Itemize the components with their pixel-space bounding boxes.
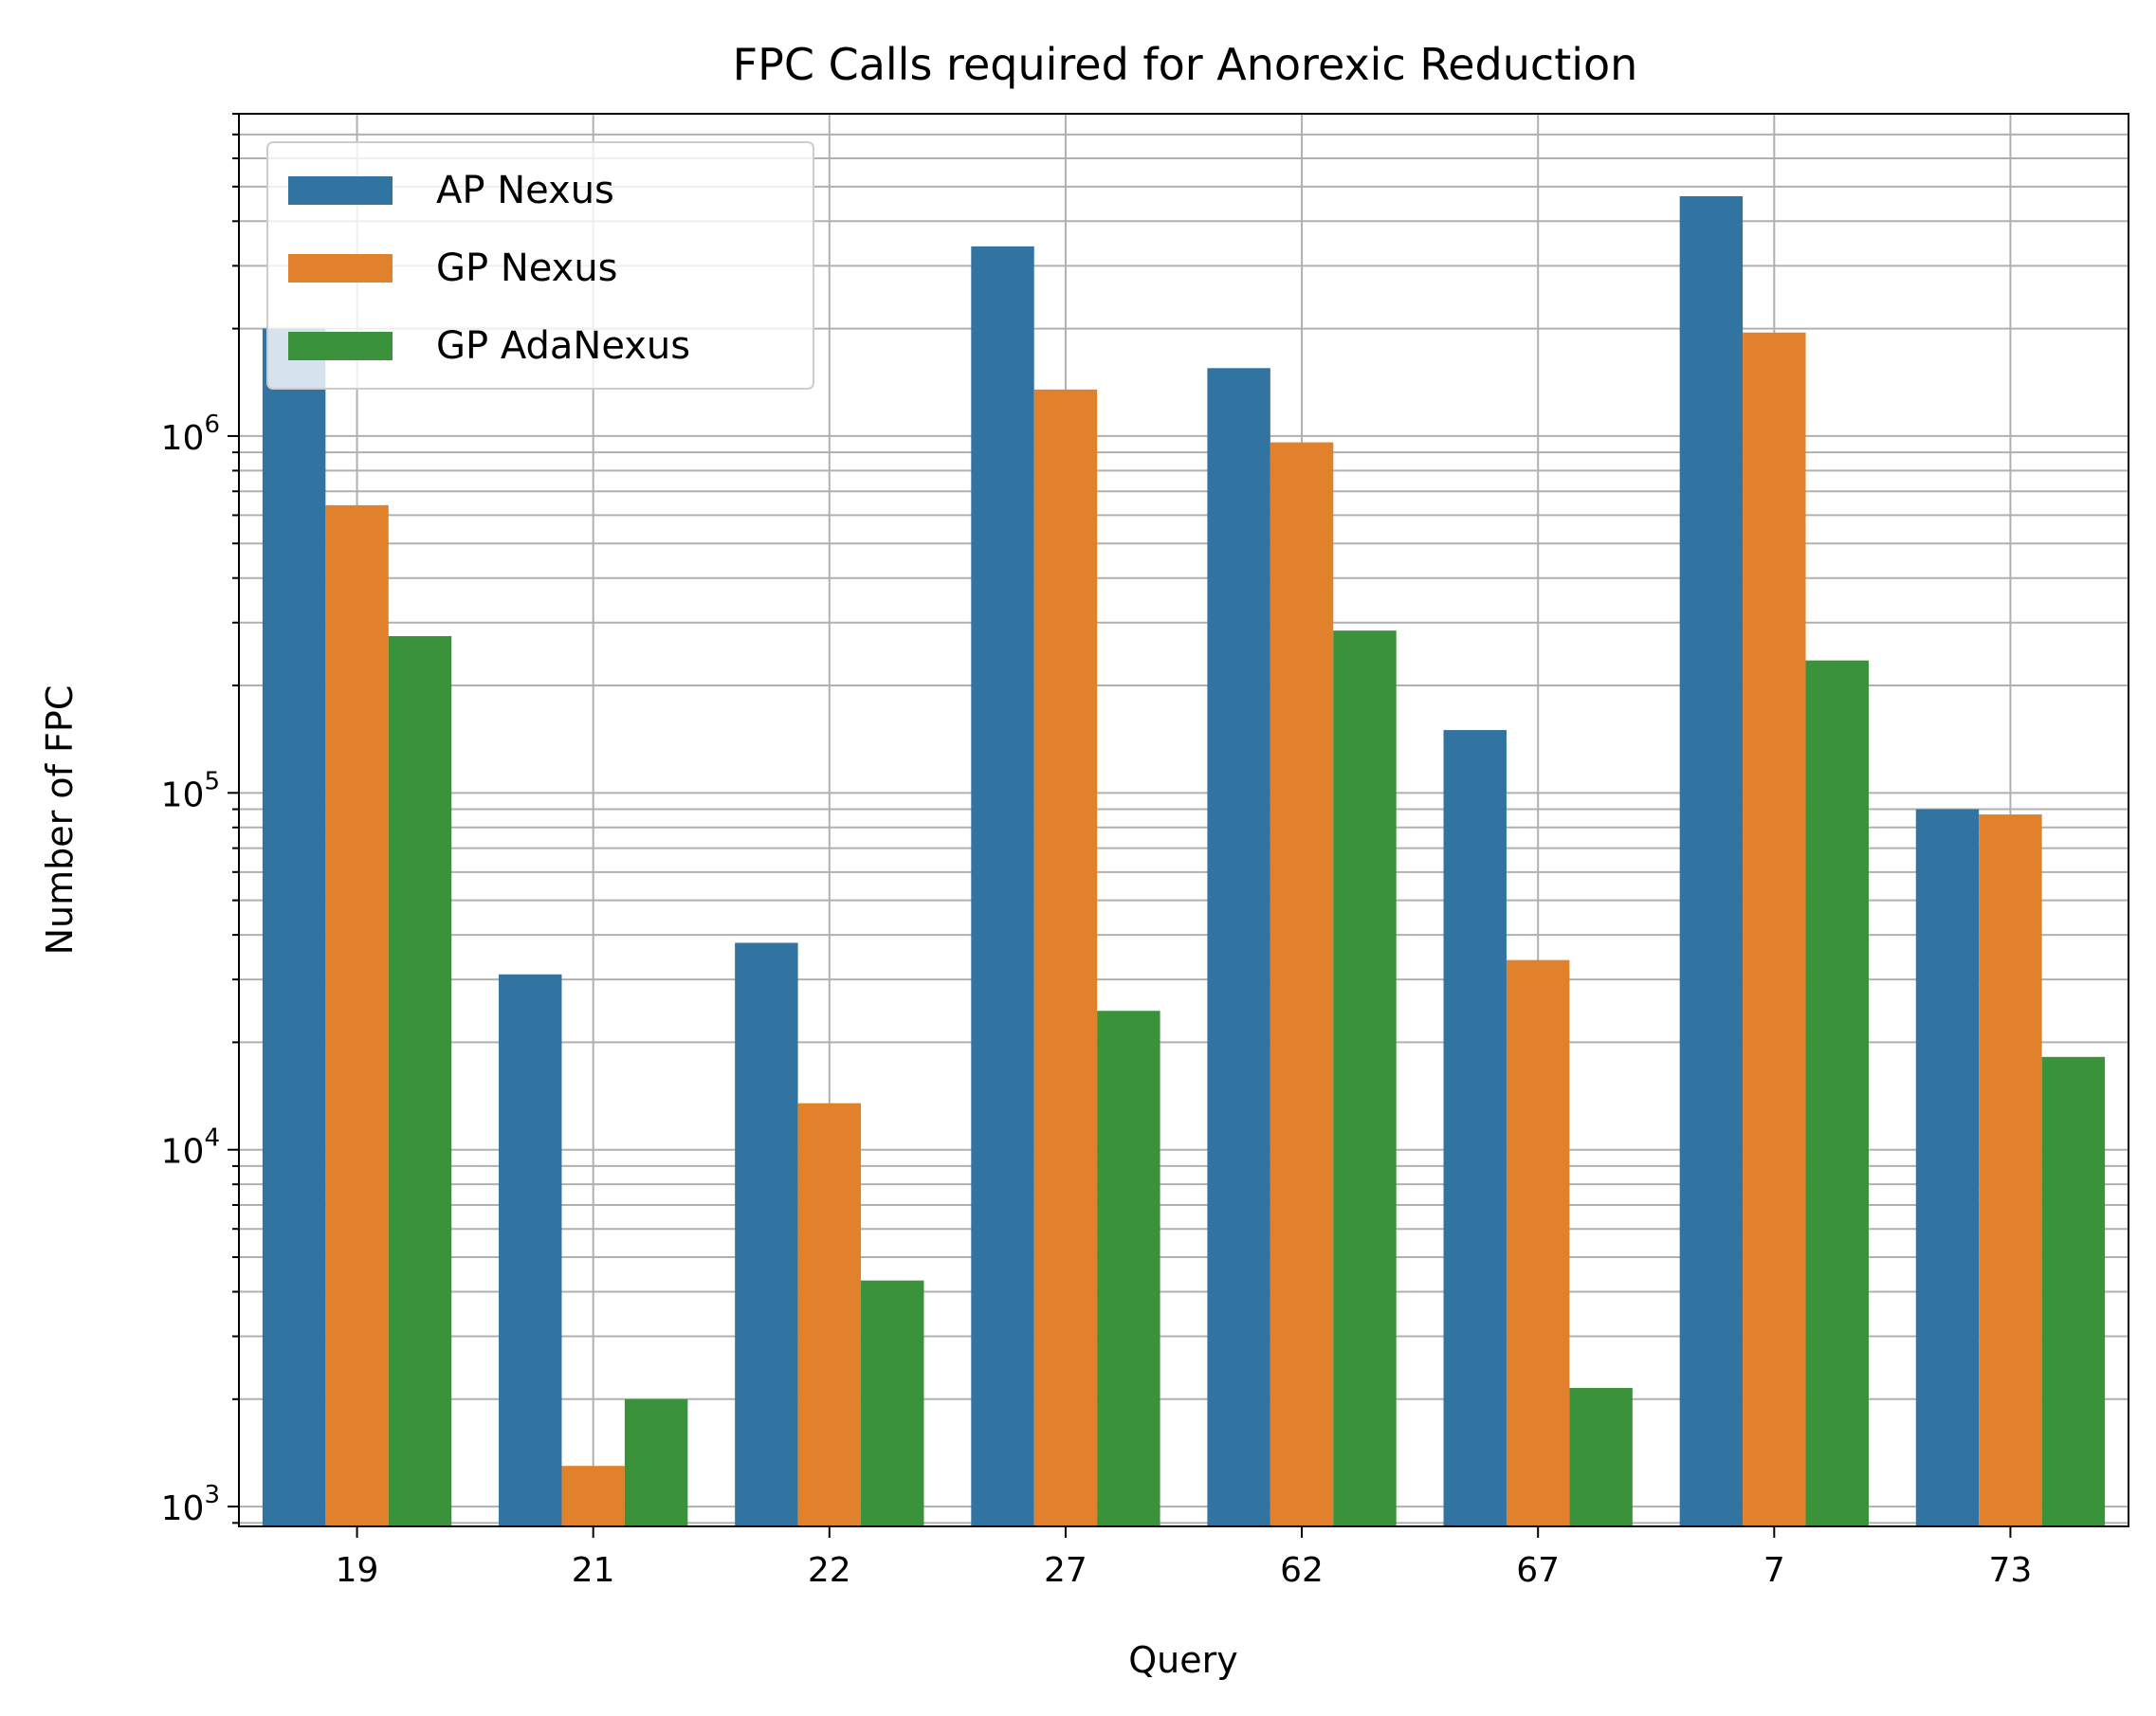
y-axis: 103 104 105 106 xyxy=(161,113,239,1528)
legend-swatch xyxy=(288,254,393,283)
y-tick-label: 106 xyxy=(161,411,220,458)
bar-gp-adanexus-21 xyxy=(624,1398,688,1526)
x-axis: 19 21 22 27 62 67 7 73 xyxy=(336,1526,2033,1590)
x-tick-label: 22 xyxy=(808,1551,851,1590)
bar-gp-adanexus-73 xyxy=(2041,1056,2106,1526)
bar-gp-nexus-19 xyxy=(325,504,389,1526)
bar-ap-nexus-21 xyxy=(499,974,562,1526)
y-axis-label: Number of FPC xyxy=(39,685,81,956)
bar-gp-adanexus-27 xyxy=(1097,1011,1160,1526)
x-tick-label: 19 xyxy=(336,1551,379,1590)
bar-ap-nexus-67 xyxy=(1443,730,1507,1526)
bar-gp-nexus-73 xyxy=(1979,814,2042,1526)
bar-ap-nexus-22 xyxy=(735,942,798,1526)
legend-label: AP Nexus xyxy=(436,169,614,212)
bar-gp-nexus-62 xyxy=(1270,442,1334,1527)
x-tick-label: 73 xyxy=(1989,1551,2033,1590)
x-tick-label: 67 xyxy=(1516,1551,1560,1590)
x-tick-label: 21 xyxy=(572,1551,615,1590)
bar-gp-adanexus-22 xyxy=(861,1280,924,1526)
bar-gp-nexus-7 xyxy=(1743,332,1806,1526)
legend: AP Nexus GP Nexus GP AdaNexus xyxy=(266,141,814,390)
legend-label: GP AdaNexus xyxy=(436,324,690,368)
bars-layer xyxy=(262,195,2106,1527)
x-tick-label: 7 xyxy=(1763,1551,1785,1590)
y-tick-label: 104 xyxy=(161,1124,220,1172)
bar-ap-nexus-73 xyxy=(1915,809,1980,1526)
bar-gp-adanexus-62 xyxy=(1333,630,1397,1526)
bar-ap-nexus-27 xyxy=(971,246,1034,1526)
bar-gp-nexus-21 xyxy=(561,1466,625,1526)
x-tick-label: 62 xyxy=(1280,1551,1324,1590)
bar-ap-nexus-7 xyxy=(1679,195,1744,1526)
bar-ap-nexus-62 xyxy=(1207,368,1270,1526)
bar-gp-adanexus-67 xyxy=(1569,1387,1633,1526)
x-axis-label: Query xyxy=(1128,1639,1237,1681)
bar-ap-nexus-19 xyxy=(262,328,326,1527)
plot-frame xyxy=(238,113,2129,1527)
bar-gp-nexus-27 xyxy=(1033,389,1098,1526)
y-tick-label: 103 xyxy=(161,1481,220,1528)
bar-gp-nexus-22 xyxy=(797,1103,862,1526)
bar-gp-nexus-67 xyxy=(1506,959,1570,1526)
legend-swatch xyxy=(288,332,393,360)
y-tick-label: 105 xyxy=(161,767,220,814)
bar-gp-adanexus-19 xyxy=(388,635,452,1526)
legend-swatch xyxy=(288,176,393,205)
chart-title: FPC Calls required for Anorexic Reductio… xyxy=(733,39,1638,90)
legend-label: GP Nexus xyxy=(436,246,618,290)
x-tick-label: 27 xyxy=(1044,1551,1087,1590)
bar-gp-adanexus-7 xyxy=(1805,660,1869,1526)
legend-box xyxy=(266,141,814,390)
